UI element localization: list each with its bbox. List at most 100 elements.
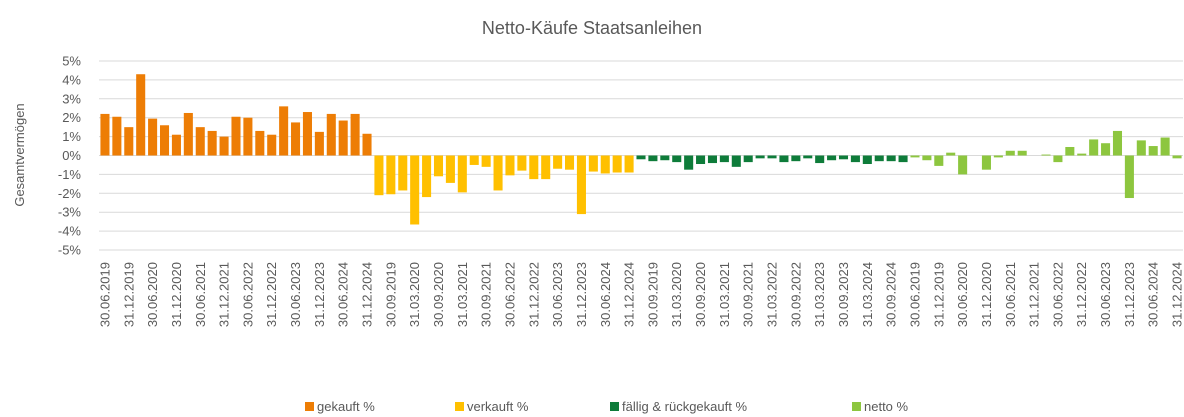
y-tick-label: 3% bbox=[62, 91, 81, 106]
x-tick-label: 30.06.2021 bbox=[193, 262, 208, 327]
bar bbox=[815, 155, 825, 164]
bar bbox=[386, 155, 396, 195]
bar bbox=[767, 155, 777, 159]
y-tick-label: -4% bbox=[58, 224, 82, 239]
bar bbox=[1017, 150, 1027, 156]
bar bbox=[326, 113, 336, 156]
x-tick-label: 31.03.2021 bbox=[717, 262, 732, 327]
bar bbox=[279, 106, 289, 156]
y-tick-label: 0% bbox=[62, 148, 81, 163]
bar bbox=[636, 155, 646, 160]
x-tick-label: 31.12.2024 bbox=[1170, 262, 1184, 327]
bar bbox=[719, 155, 729, 163]
bar bbox=[195, 127, 205, 156]
x-tick-label: 30.09.2021 bbox=[741, 262, 756, 327]
x-tick-label: 30.06.2024 bbox=[598, 262, 613, 327]
x-tick-label: 31.03.2020 bbox=[407, 262, 422, 327]
x-tick-label: 30.06.2022 bbox=[240, 262, 255, 327]
x-tick-label: 30.06.2024 bbox=[336, 262, 351, 327]
x-tick-label: 30.06.2021 bbox=[1003, 262, 1018, 327]
x-tick-label: 30.06.2023 bbox=[550, 262, 565, 327]
bar bbox=[672, 155, 682, 163]
legend-swatch bbox=[455, 402, 464, 411]
x-tick-label: 31.12.2023 bbox=[1122, 262, 1137, 327]
bar bbox=[1101, 143, 1111, 156]
legend-label: netto % bbox=[864, 399, 909, 414]
y-tick-label: 4% bbox=[62, 72, 81, 87]
y-tick-label: -1% bbox=[58, 167, 82, 182]
bar bbox=[934, 155, 944, 166]
bar bbox=[981, 155, 991, 170]
bar bbox=[1136, 140, 1146, 156]
bar bbox=[505, 155, 515, 176]
y-tick-label: -5% bbox=[58, 243, 82, 258]
bar bbox=[291, 122, 301, 156]
x-tick-label: 30.09.2019 bbox=[645, 262, 660, 327]
bar bbox=[207, 130, 217, 156]
bar bbox=[267, 134, 277, 156]
bar bbox=[1089, 139, 1099, 156]
bar bbox=[255, 130, 265, 156]
y-tick-label: 1% bbox=[62, 129, 81, 144]
bar bbox=[350, 113, 360, 156]
bar bbox=[231, 116, 241, 156]
bar bbox=[898, 155, 908, 163]
bar bbox=[159, 125, 170, 156]
bar bbox=[541, 155, 551, 180]
x-tick-label: 30.09.2020 bbox=[431, 262, 446, 327]
legend-label: fällig & rückgekauft % bbox=[622, 399, 747, 414]
bar bbox=[791, 155, 801, 162]
bar bbox=[1148, 146, 1158, 156]
bar bbox=[993, 155, 1003, 158]
x-tick-label: 31.03.2020 bbox=[669, 262, 684, 327]
bar bbox=[660, 155, 670, 161]
bar bbox=[838, 155, 849, 160]
bar bbox=[481, 155, 491, 167]
bar bbox=[469, 155, 479, 165]
bar bbox=[445, 155, 455, 183]
y-axis-title: Gesamtvermögen bbox=[12, 103, 27, 206]
bar bbox=[743, 155, 753, 163]
bar bbox=[576, 155, 586, 215]
bar bbox=[779, 155, 789, 163]
bar bbox=[827, 155, 837, 161]
bar bbox=[1124, 155, 1134, 199]
bar bbox=[910, 155, 920, 158]
x-tick-label: 30.06.2022 bbox=[502, 262, 517, 327]
bar bbox=[529, 155, 539, 180]
chart-title: Netto-Käufe Staatsanleihen bbox=[482, 18, 702, 38]
bar bbox=[1041, 154, 1051, 156]
bar bbox=[696, 155, 706, 165]
legend-label: gekauft % bbox=[317, 399, 375, 414]
bar bbox=[648, 155, 658, 162]
bar bbox=[374, 155, 384, 196]
legend-swatch bbox=[852, 402, 861, 411]
x-tick-label: 31.12.2021 bbox=[217, 262, 232, 327]
bar bbox=[755, 155, 765, 159]
bar bbox=[314, 131, 324, 156]
bar bbox=[243, 117, 253, 156]
bar bbox=[124, 127, 134, 156]
bar bbox=[422, 155, 432, 198]
bar bbox=[958, 155, 968, 175]
x-tick-label: 30.09.2023 bbox=[836, 262, 851, 327]
x-tick-label: 31.12.2024 bbox=[622, 262, 637, 327]
bar bbox=[600, 155, 610, 174]
bar bbox=[850, 155, 860, 163]
bar bbox=[112, 116, 122, 156]
bar bbox=[171, 134, 181, 156]
x-tick-label: 31.12.2023 bbox=[574, 262, 589, 327]
bar bbox=[1112, 130, 1123, 156]
x-tick-label: 31.12.2020 bbox=[169, 262, 184, 327]
x-tick-label: 31.12.2022 bbox=[526, 262, 541, 327]
bar bbox=[398, 155, 408, 191]
y-tick-label: 2% bbox=[62, 110, 81, 125]
bar bbox=[410, 155, 420, 225]
y-tick-label: 5% bbox=[62, 54, 81, 69]
x-tick-label: 30.06.2024 bbox=[1146, 262, 1161, 327]
bar bbox=[148, 118, 158, 156]
bar bbox=[553, 155, 563, 169]
bar bbox=[362, 133, 372, 156]
x-tick-label: 31.12.2019 bbox=[931, 262, 946, 327]
x-tick-label: 30.06.2023 bbox=[1098, 262, 1113, 327]
